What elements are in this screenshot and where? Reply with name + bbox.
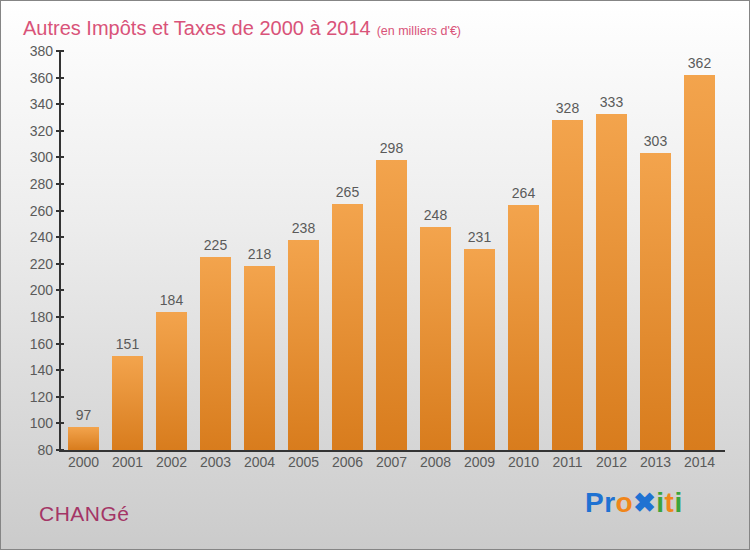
bar-value-label: 362 [670, 55, 730, 71]
bar-2013 [640, 153, 671, 450]
y-tick [56, 77, 64, 79]
y-axis-label: 360 [5, 70, 53, 86]
logo-letter-x: ✖ [633, 488, 656, 518]
logo-letter-P: P [585, 487, 604, 518]
bar-value-label: 248 [406, 207, 466, 223]
y-tick [56, 183, 64, 185]
chart-page: Autres Impôts et Taxes de 2000 à 2014 (en… [0, 0, 750, 550]
bar-2012 [596, 114, 627, 450]
y-axis-label: 160 [5, 336, 53, 352]
y-axis-label: 240 [5, 229, 53, 245]
bar-value-label: 303 [626, 133, 686, 149]
bar-2001 [112, 356, 143, 450]
y-tick [56, 449, 64, 451]
y-axis-label: 140 [5, 362, 53, 378]
y-tick [56, 263, 64, 265]
y-axis-label: 220 [5, 256, 53, 272]
x-axis-line [59, 450, 725, 452]
bar-2002 [156, 312, 187, 450]
bar-value-label: 298 [362, 140, 422, 156]
y-tick [56, 343, 64, 345]
logo-letter-i: i [656, 487, 664, 518]
y-axis-label: 260 [5, 203, 53, 219]
footer-city-label: CHANGé [39, 502, 130, 526]
bar-value-label: 97 [54, 407, 114, 423]
y-axis-label: 300 [5, 149, 53, 165]
bar-value-label: 333 [582, 94, 642, 110]
logo-letter-r: r [604, 487, 615, 518]
y-axis-label: 100 [5, 415, 53, 431]
bar-2014 [684, 75, 715, 450]
y-tick [56, 103, 64, 105]
chart-header: Autres Impôts et Taxes de 2000 à 2014 (en… [23, 17, 461, 40]
y-tick [56, 210, 64, 212]
y-axis-label: 200 [5, 282, 53, 298]
bar-2007 [376, 160, 407, 450]
y-axis-label: 320 [5, 123, 53, 139]
x-axis-label: 2014 [670, 454, 730, 470]
y-axis-label: 380 [5, 43, 53, 59]
y-tick [56, 369, 64, 371]
y-axis-line [59, 51, 61, 450]
y-tick [56, 130, 64, 132]
bar-value-label: 231 [450, 229, 510, 245]
y-axis-label: 340 [5, 96, 53, 112]
bar-2003 [200, 257, 231, 450]
y-tick [56, 316, 64, 318]
chart-subtitle: (en milliers d'€) [377, 24, 461, 38]
bar-2010 [508, 205, 539, 450]
y-tick [56, 396, 64, 398]
logo-letter-t: t [665, 487, 675, 518]
y-tick [56, 50, 64, 52]
y-tick [56, 236, 64, 238]
y-axis-label: 120 [5, 389, 53, 405]
logo-letter-i: i [674, 487, 682, 518]
bar-2005 [288, 240, 319, 450]
bar-value-label: 151 [98, 336, 158, 352]
bar-2009 [464, 249, 495, 450]
y-tick [56, 156, 64, 158]
bar-value-label: 264 [494, 185, 554, 201]
plot-area: 8010012014016018020022024026028030032034… [60, 51, 724, 450]
chart-title: Autres Impôts et Taxes de 2000 à 2014 [23, 17, 371, 39]
y-tick [56, 289, 64, 291]
proxiti-logo: Pro✖iti [585, 487, 683, 519]
bar-value-label: 265 [318, 184, 378, 200]
bar-value-label: 184 [142, 292, 202, 308]
bar-2008 [420, 227, 451, 450]
bar-2011 [552, 120, 583, 450]
bar-2006 [332, 204, 363, 450]
bar-2004 [244, 266, 275, 450]
logo-letter-o: o [616, 487, 634, 518]
y-axis-label: 280 [5, 176, 53, 192]
bar-value-label: 218 [230, 246, 290, 262]
bar-2000 [68, 427, 99, 450]
y-axis-label: 80 [5, 442, 53, 458]
bar-value-label: 238 [274, 220, 334, 236]
y-axis-label: 180 [5, 309, 53, 325]
